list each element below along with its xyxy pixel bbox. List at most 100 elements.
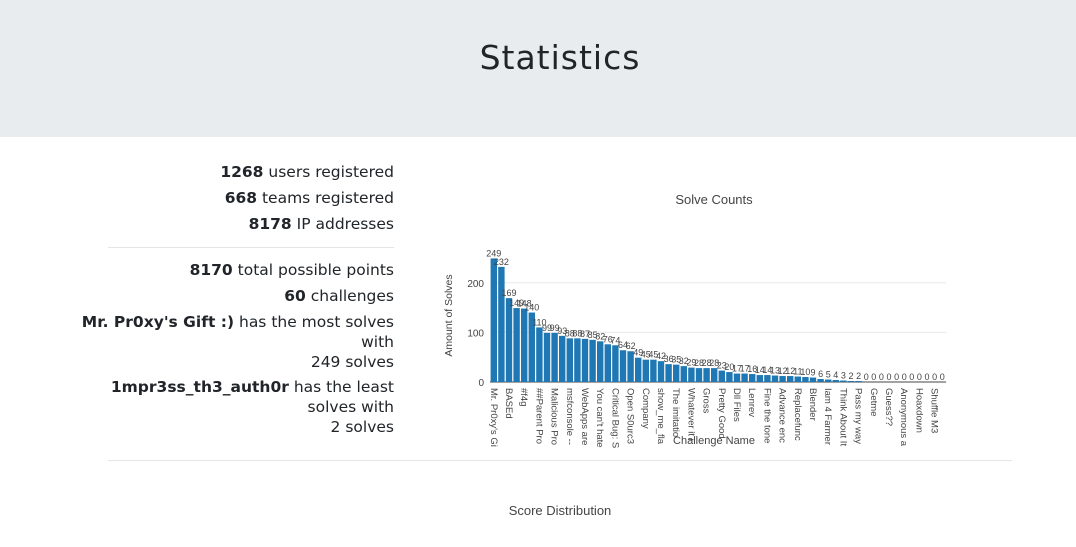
bar-value-label: 2 [856,371,861,381]
x-tick-label: Critical Bug: S [609,388,620,448]
bar-value-label: 36 [664,354,674,364]
bar-value-label: 0 [864,372,869,382]
bar-value-label: 28 [694,358,704,368]
ips-label: IP addresses [291,215,394,233]
bar-value-label: 5 [826,370,831,380]
chart-title: Solve Counts [675,192,753,207]
bar-value-label: 2 [848,371,853,381]
bar [764,375,771,382]
bar-value-label: 0 [886,372,891,382]
bar [665,364,672,382]
points-count: 8170 [189,261,233,279]
most-solves-stat: Mr. Pr0xy's Gift :) has the most solves … [82,312,394,372]
bar [635,357,642,382]
bar-value-label: 45 [641,350,651,360]
least-solves-label: has the least [288,378,394,396]
bar-value-label: 99 [550,323,560,333]
bar-value-label: 9 [810,368,815,378]
bar [741,373,748,382]
ips-count: 8178 [248,215,292,233]
score-distribution-title: Score Distribution [508,503,612,518]
x-tick-label: WebApps are [579,388,590,445]
most-solves-count: 249 solves [310,353,394,371]
bar-value-label: 88 [572,328,582,338]
bar [749,374,756,382]
teams-label: teams registered [257,189,394,207]
bar [612,345,619,382]
x-tick-label: show_me_fla [655,388,666,445]
x-tick-label: BASEd [503,388,514,419]
x-tick-label: Whatever it i [685,388,696,441]
challenges-count: 60 [284,287,306,305]
bar-value-label: 35 [671,355,681,365]
bar-value-label: 10 [800,367,810,377]
bar-value-label: 28 [709,358,719,368]
bar [809,377,817,382]
x-tick-label: Gross [701,388,712,414]
bar-value-label: 45 [648,350,658,360]
users-label: users registered [263,163,394,181]
bar [650,359,657,382]
bar [604,344,611,382]
section-divider [108,460,1012,461]
bar [840,380,847,382]
x-tick-label: Anonymous a [898,388,909,447]
bar [680,366,687,382]
bar [711,368,718,382]
bar-value-label: 0 [924,372,929,382]
x-tick-label: Dll Files [731,388,742,422]
bar-value-label: 0 [894,372,899,382]
bar-value-label: 6 [818,369,823,379]
bar [513,308,520,382]
bar-value-label: 232 [494,257,509,267]
bar-value-label: 12 [778,366,788,376]
bar [627,351,634,382]
x-tick-label: Mr. Pr0xy's Gi [488,388,499,447]
bar [733,373,741,382]
x-tick-label: Iam 4 Farmer [822,388,833,445]
bar [642,359,649,382]
challenges-stat: 60 challenges [284,286,394,306]
bar [779,376,786,382]
bar-value-label: 85 [588,330,598,340]
bar-value-label: 17 [740,364,750,374]
x-tick-label: Pass my way [853,388,864,444]
bar [528,312,535,382]
bar-value-label: 4 [833,370,838,380]
bar [718,370,725,382]
bar-value-label: 169 [501,288,516,298]
x-tick-label: msfconsole -- [564,388,575,445]
total-points-stat: 8170 total possible points [190,260,394,280]
x-tick-label: Replacefunc [792,388,803,441]
x-tick-label: #f4g [518,388,529,407]
bar-value-label: 82 [595,331,605,341]
x-axis-label: Challenge Name [673,435,755,447]
bar-value-label: 148 [517,299,532,309]
bar [832,380,839,382]
bar-value-label: 11 [793,367,802,377]
bar-value-label: 76 [603,334,613,344]
least-solves-label-2: solves with [307,398,394,416]
x-tick-label: Think About It [837,388,848,446]
bar-value-label: 49 [633,348,643,358]
bar [521,308,528,382]
x-tick-label: The imitatio [670,388,681,437]
bar-value-label: 64 [618,340,628,350]
bar-value-label: 140 [524,303,539,313]
bar [657,361,665,382]
y-tick-label: 200 [467,279,484,290]
x-tick-label: Shuffle M3 [929,388,940,433]
y-tick-label: 100 [467,328,484,339]
bar [589,339,596,382]
bar [619,350,627,382]
bar [543,332,551,382]
most-solves-label-2: with [361,333,394,351]
bar-value-label: 14 [762,365,772,375]
bar [726,372,733,382]
bar [574,338,581,382]
bar [771,375,779,382]
bar [566,338,573,382]
bar-value-label: 16 [747,364,757,374]
x-tick-label: Blender [807,388,818,421]
bar-value-label: 62 [626,341,636,351]
